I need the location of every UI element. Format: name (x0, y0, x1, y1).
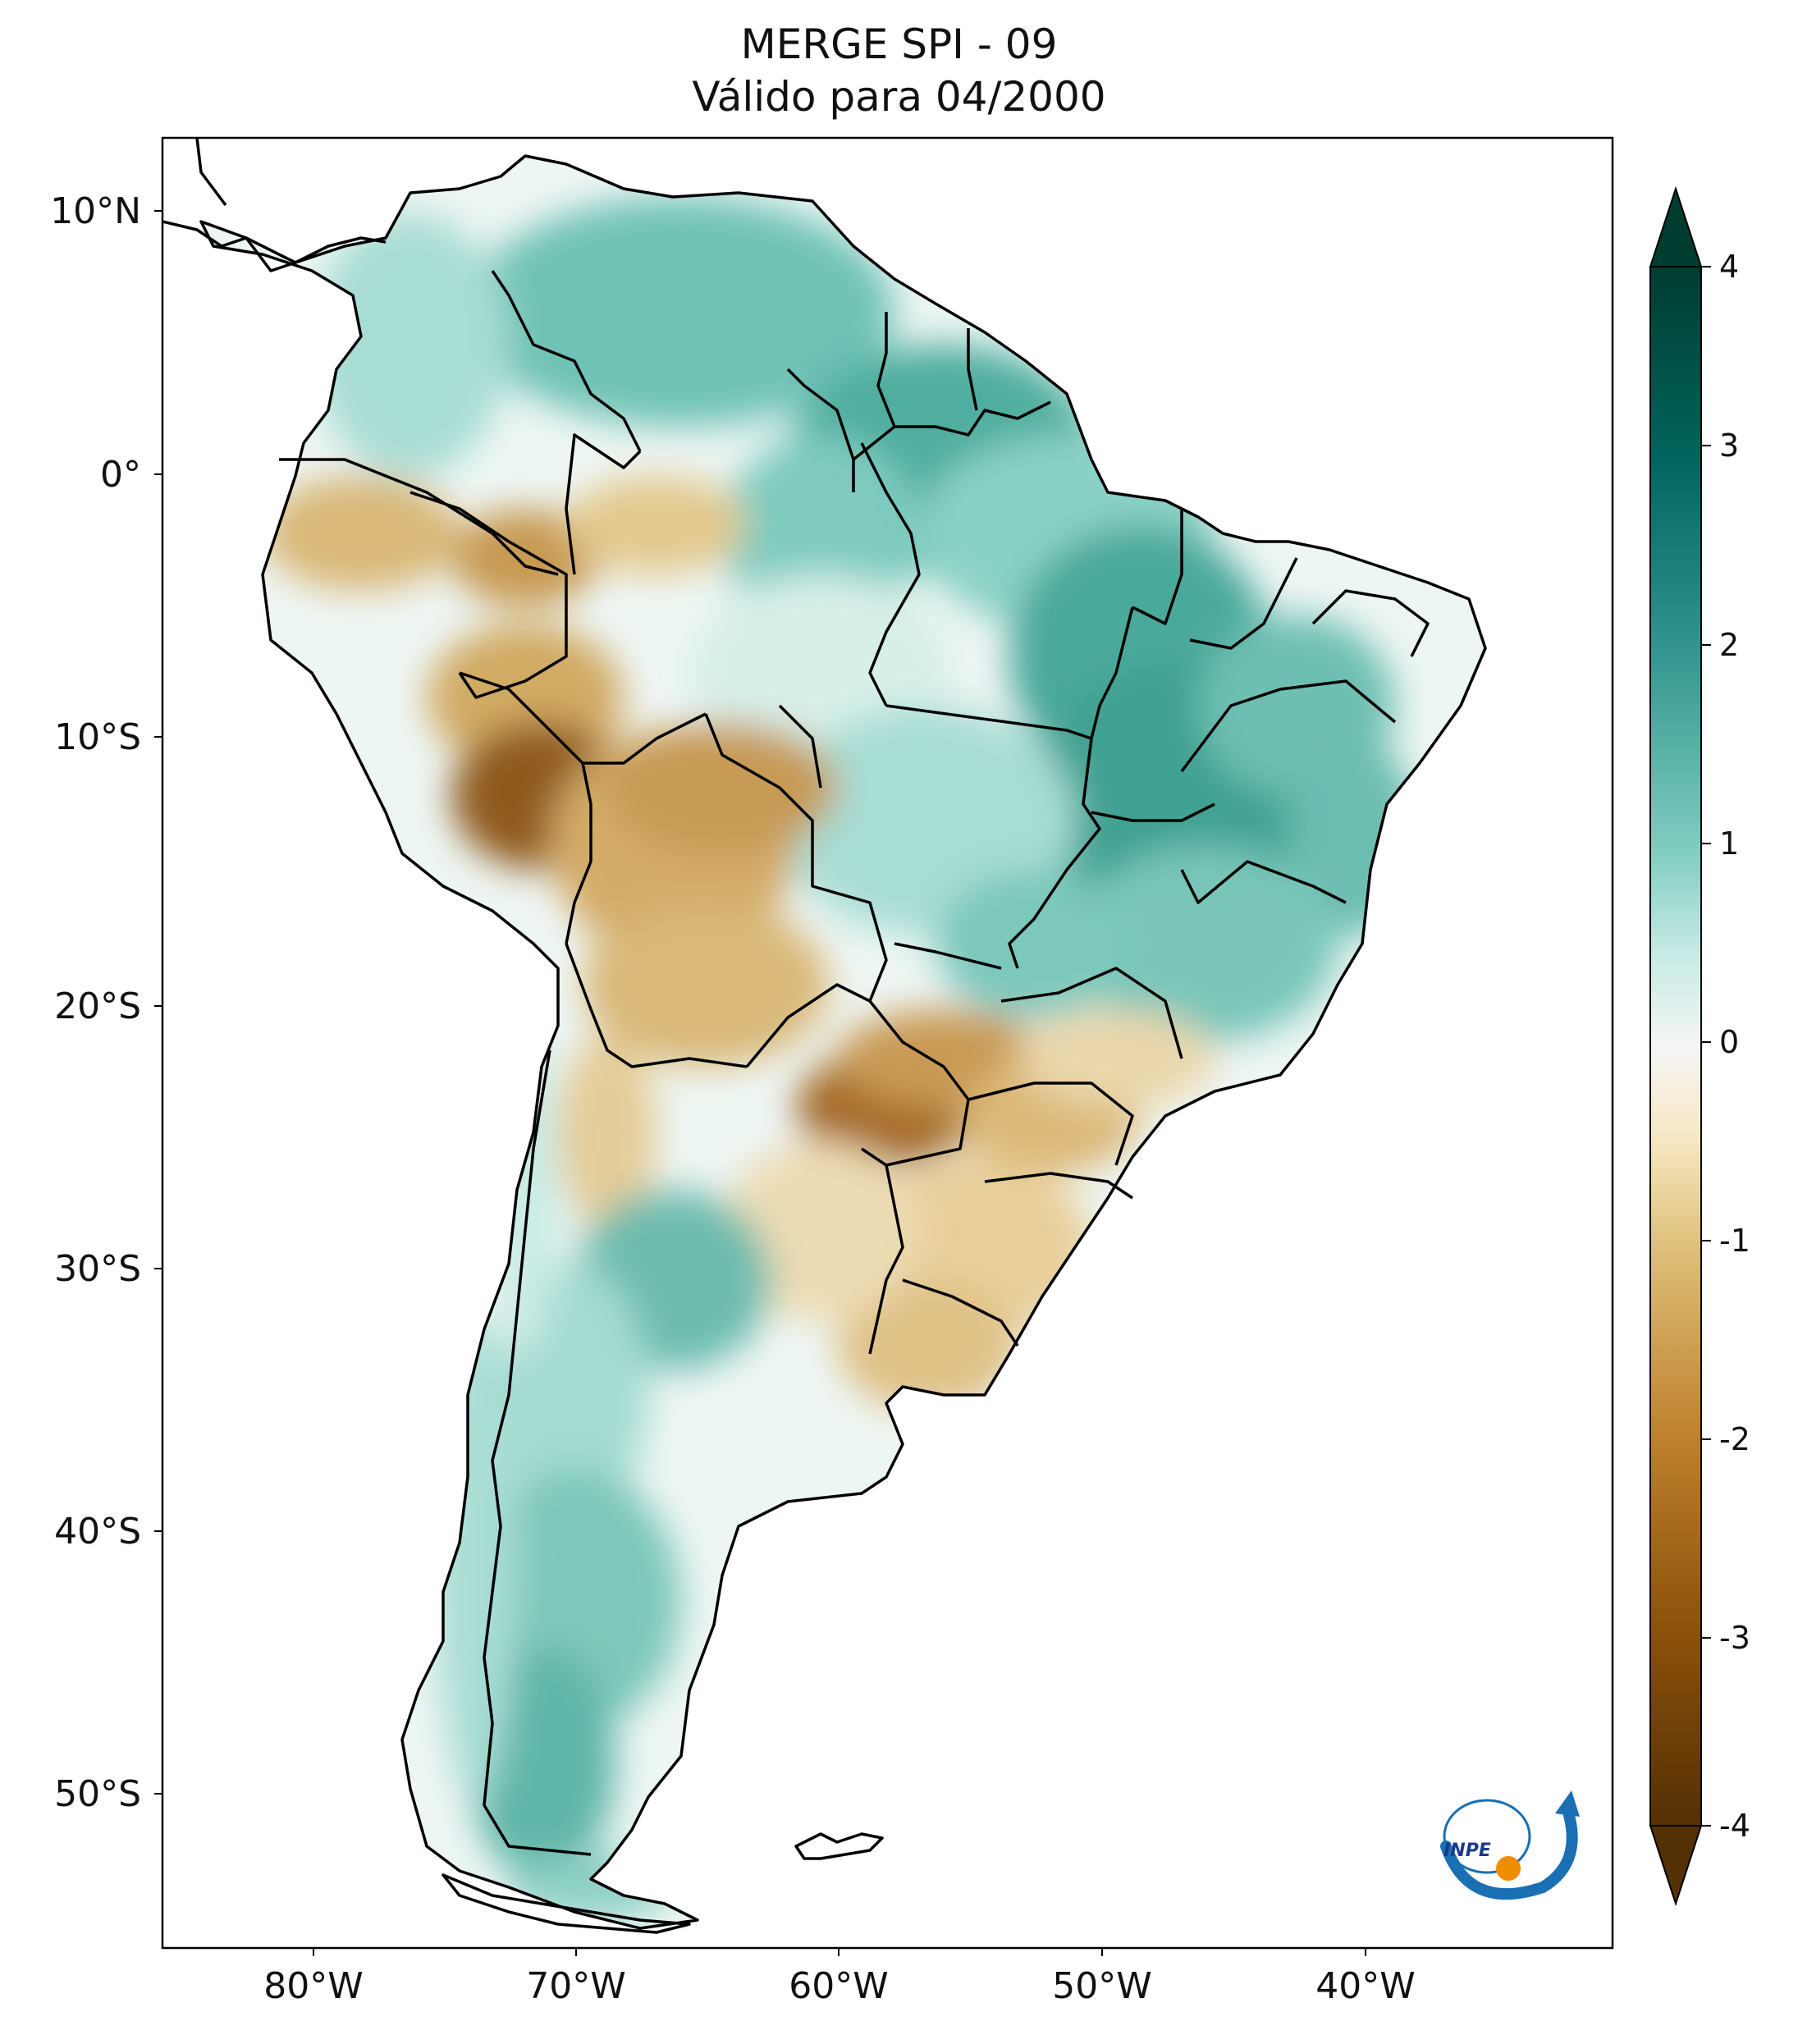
falkland-islands (794, 1832, 884, 1860)
border-chile-argentina (483, 1049, 592, 1856)
colorbar-label-neg1: -1 (1719, 1223, 1750, 1259)
border-peru-bolivia (565, 762, 592, 944)
border-ecuador-peru (279, 458, 559, 576)
lat-label-10s: 10°S (54, 716, 141, 758)
lon-tick-labels: 80°W 70°W 60°W 50°W 40°W (263, 1948, 1416, 2007)
state-line-7 (1091, 803, 1215, 822)
lat-label-0: 0° (100, 454, 141, 496)
map-title: MERGE SPI - 09 Válido para 04/2000 (0, 18, 1798, 123)
state-line-9 (1180, 860, 1347, 904)
border-bolivia-chile-argentina (565, 943, 748, 1068)
lat-label-40s: 40°S (54, 1511, 141, 1552)
colorbar-label-neg4: -4 (1719, 1808, 1750, 1844)
state-line-6 (1189, 557, 1298, 650)
lon-label-60w: 60°W (789, 1965, 889, 2007)
lat-label-50s: 50°S (54, 1773, 141, 1815)
state-line-15 (1311, 589, 1430, 657)
border-venezuela-guyana (786, 368, 855, 492)
lat-label-30s: 30°S (54, 1248, 141, 1290)
lon-label-70w: 70°W (526, 1965, 626, 2007)
colorbar-ticks: 4 3 2 1 0 -1 -2 -3 -4 (1701, 249, 1750, 1844)
border-argentina-uruguay (868, 1164, 904, 1355)
state-line-4 (1090, 606, 1134, 739)
central-america-coast-2 (195, 138, 227, 207)
colorbar: 4 3 2 1 0 -1 -2 -3 -4 (1649, 185, 1750, 1907)
tierra-del-fuego (441, 1873, 691, 1934)
state-line-14 (778, 704, 822, 789)
state-line-11 (968, 1081, 1134, 1166)
border-uruguay-brazil (902, 1278, 1019, 1347)
lon-label-40w: 40°W (1315, 1965, 1416, 2007)
state-line-2 (885, 704, 1092, 740)
title-line-1: MERGE SPI - 09 (740, 21, 1058, 68)
central-america-coast (162, 220, 387, 272)
colorbar-label-4: 4 (1719, 249, 1739, 285)
colorbar-label-3: 3 (1719, 428, 1739, 464)
colorbar-extend-max (1649, 185, 1703, 268)
inpe-logo-arrow-icon (1555, 1790, 1580, 1817)
state-line-12 (984, 1172, 1133, 1200)
colorbar-label-0: 0 (1719, 1024, 1739, 1060)
lon-label-50w: 50°W (1052, 1965, 1152, 2007)
country-borders (162, 138, 1487, 1934)
inpe-logo-swoosh (1440, 1804, 1578, 1900)
state-line-3 (1008, 738, 1101, 969)
border-colombia-brazil (565, 433, 642, 575)
lat-label-10n: 10°N (50, 190, 141, 232)
lat-label-20s: 20°S (54, 985, 141, 1027)
colorbar-gradient (1649, 266, 1702, 1827)
colorbar-label-neg3: -3 (1719, 1620, 1750, 1656)
title-line-2: Válido para 04/2000 (692, 73, 1106, 121)
map-axes-frame (161, 136, 1614, 1950)
lat-tick-labels: 10°N 0° 10°S 20°S 30°S 40°S 50°S (50, 190, 162, 1815)
colorbar-label-neg2: -2 (1719, 1421, 1750, 1457)
border-bolivia-brazil (704, 713, 888, 1002)
inpe-logo-text: INPE (1443, 1841, 1491, 1861)
colorbar-label-2: 2 (1719, 627, 1739, 663)
border-guyana-suriname (876, 312, 896, 428)
state-line-13 (894, 942, 1002, 970)
colorbar-extend-min (1649, 1825, 1703, 1907)
state-line-1 (860, 442, 921, 706)
lon-label-80w: 80°W (263, 1965, 364, 2007)
border-colombia-peru (409, 491, 568, 699)
state-line-10 (1000, 967, 1183, 1059)
inpe-logo-orbit (1443, 1799, 1531, 1874)
border-paraguay (745, 983, 970, 1167)
inpe-logo: INPE (1440, 1790, 1580, 1900)
border-suriname-french-guiana (967, 328, 978, 411)
border-colombia-venezuela (491, 270, 642, 452)
state-line-8 (1180, 679, 1397, 773)
state-line-5 (1132, 509, 1183, 625)
inpe-logo-sun-icon (1496, 1856, 1521, 1881)
colorbar-label-1: 1 (1719, 825, 1739, 862)
